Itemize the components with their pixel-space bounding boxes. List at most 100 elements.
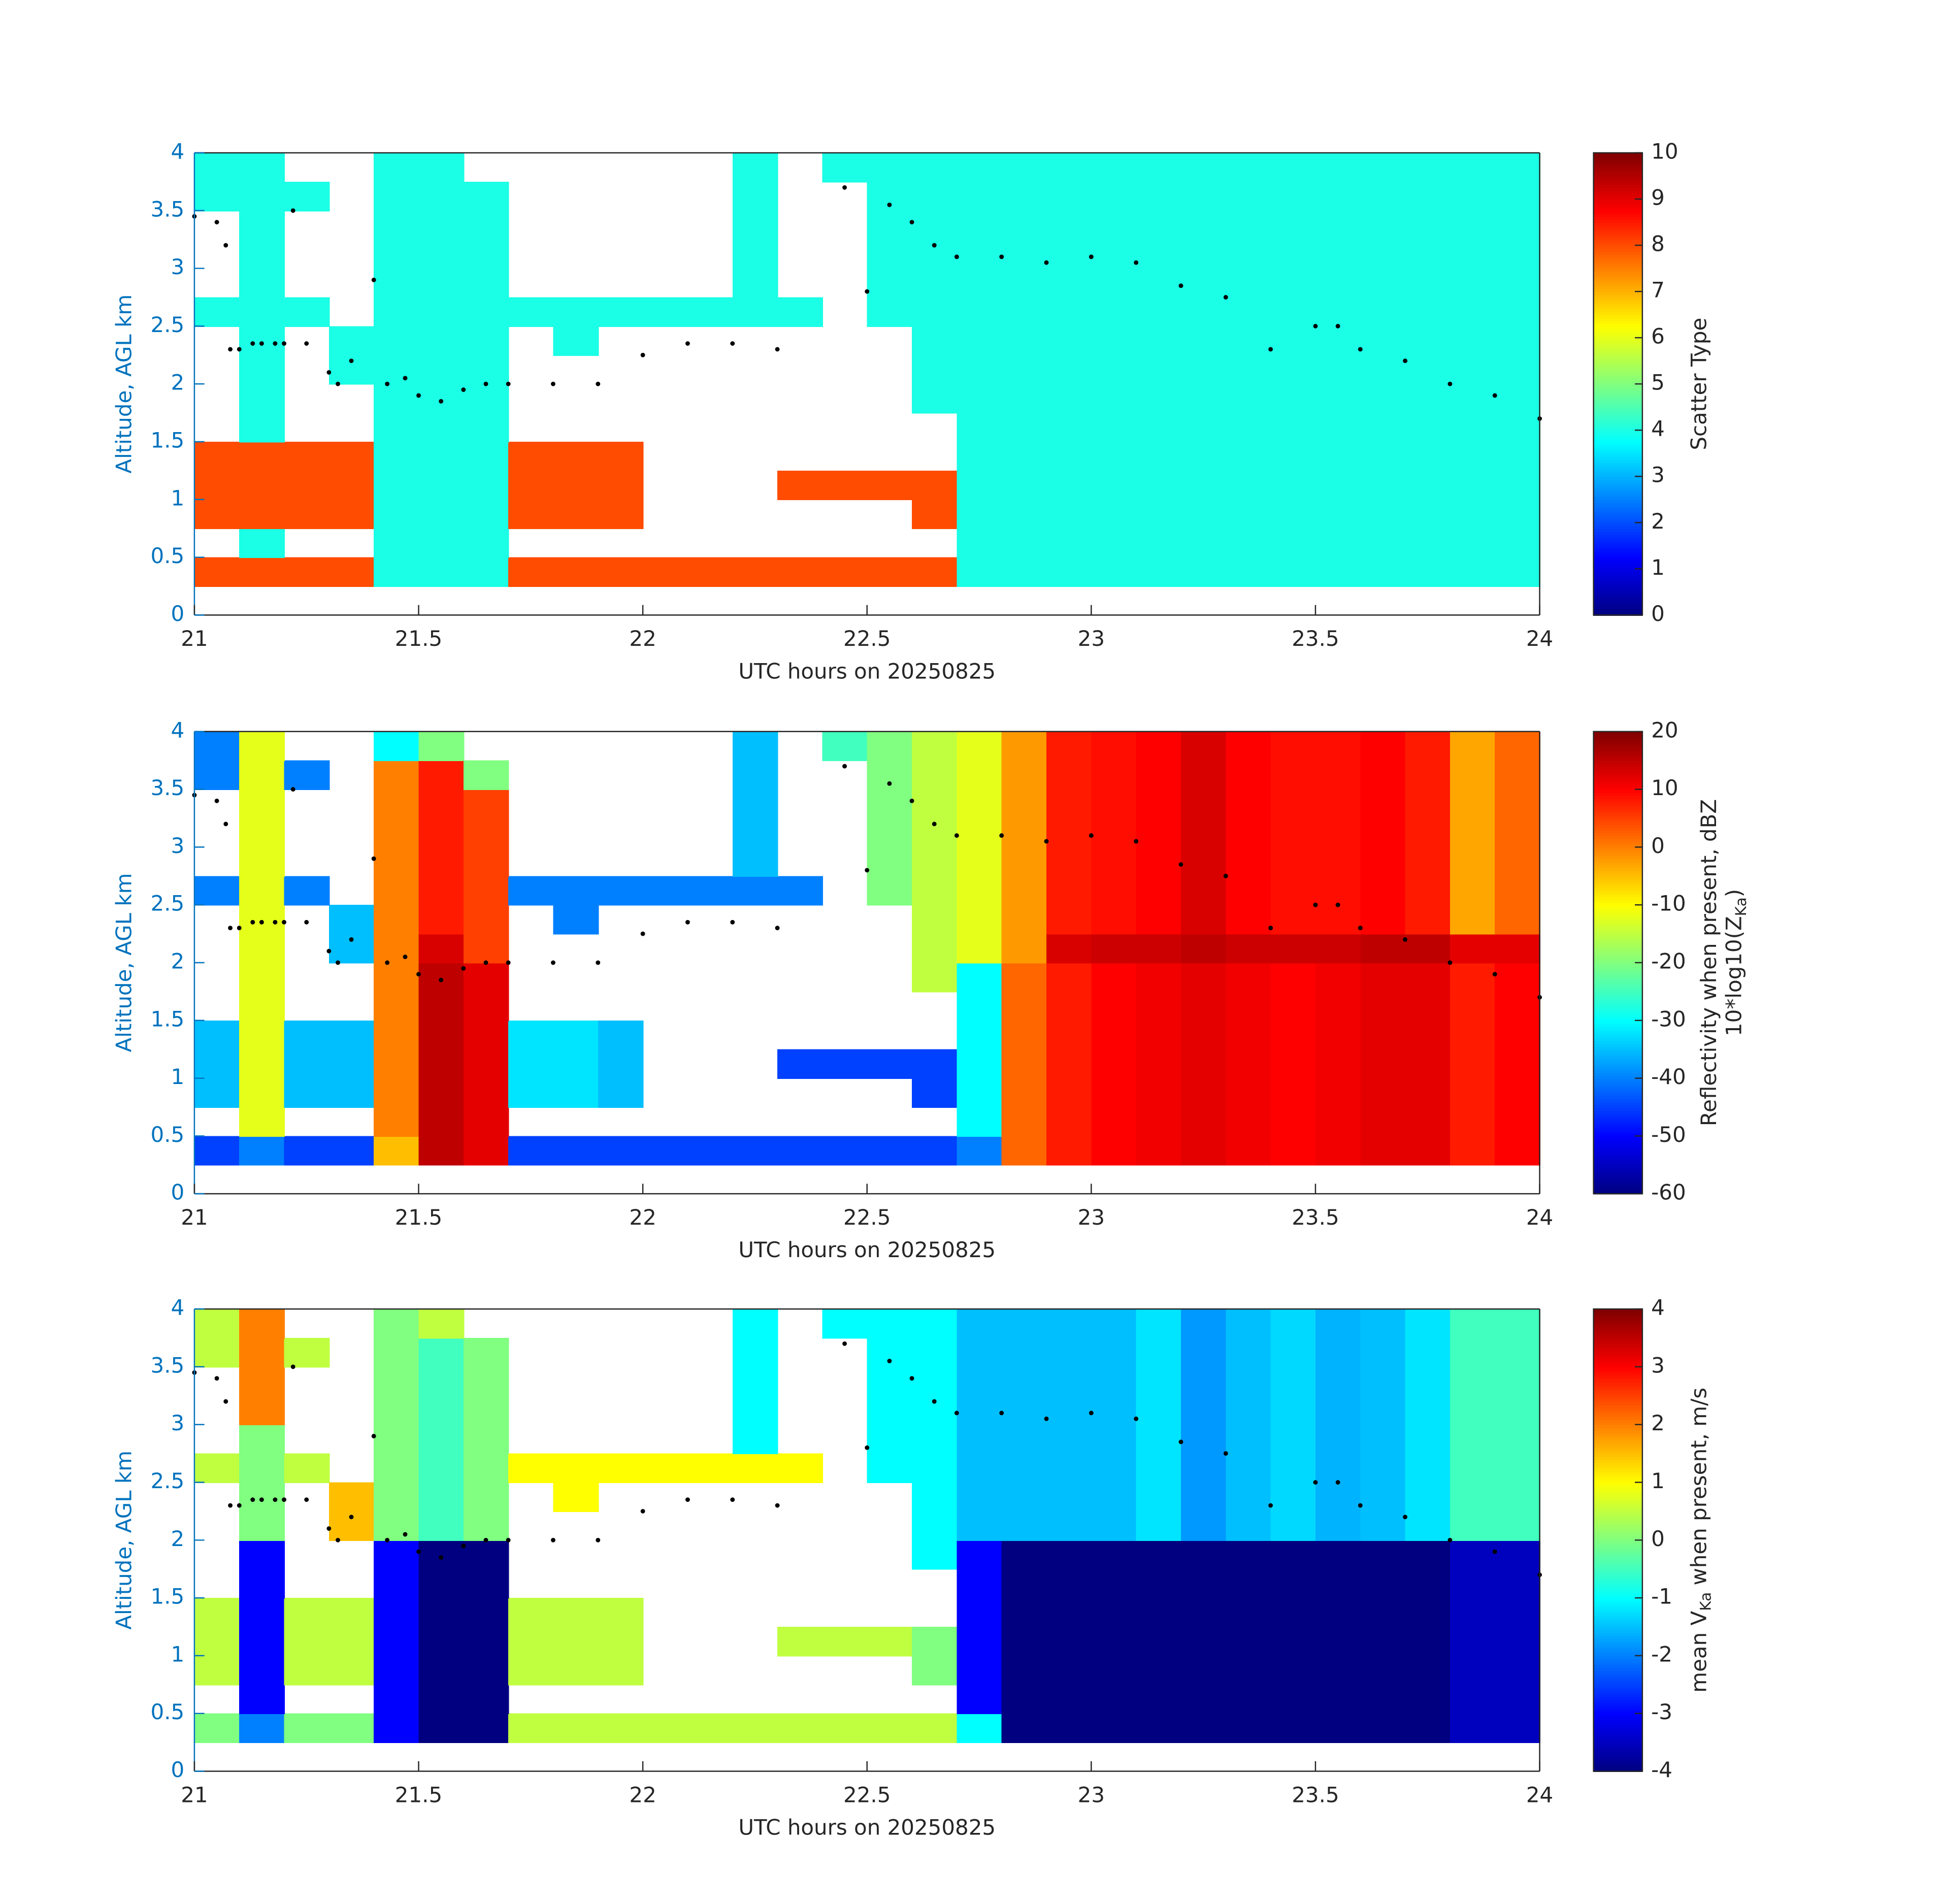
x-tick-label: 23.5 xyxy=(1292,1205,1339,1230)
colorbar-swatch xyxy=(1593,1462,1642,1466)
heatmap-cell xyxy=(1226,326,1272,356)
heatmap-cell xyxy=(1405,384,1451,414)
colorbar-swatch xyxy=(1593,1064,1642,1068)
heatmap-cell xyxy=(1360,268,1406,298)
colorbar-swatch xyxy=(1593,1566,1642,1570)
colorbar-swatch xyxy=(1593,910,1642,914)
colorbar-swatch xyxy=(1593,989,1642,993)
heatmap-cell xyxy=(1226,1395,1272,1426)
heatmap-cell xyxy=(463,181,509,212)
heatmap-cell xyxy=(1046,1020,1092,1051)
colorbar-swatch xyxy=(1593,265,1642,270)
colorbar-swatch xyxy=(1593,161,1642,166)
heatmap-cell xyxy=(1450,413,1496,443)
heatmap-cell xyxy=(553,1482,599,1512)
heatmap-cell xyxy=(418,268,465,298)
heatmap-cell xyxy=(1495,1338,1541,1368)
colorbar-swatch xyxy=(1593,384,1642,388)
heatmap-cell xyxy=(1315,470,1361,501)
colorbar-swatch xyxy=(1593,447,1642,451)
colorbar-swatch xyxy=(1593,311,1642,316)
colorbar-tick-label: 3 xyxy=(1651,463,1665,487)
heatmap-cell xyxy=(1046,1366,1092,1397)
y-tick-label: 1 xyxy=(171,485,184,510)
heatmap-cell xyxy=(1046,1511,1092,1541)
colorbar-swatch xyxy=(1593,291,1642,296)
heatmap-cell xyxy=(1450,1482,1496,1512)
heatmap-cell xyxy=(1405,1049,1451,1079)
heatmap-cell xyxy=(1315,1713,1361,1744)
colorbar-swatch xyxy=(1593,1520,1642,1524)
heatmap-cell xyxy=(1136,905,1182,935)
heatmap-cell xyxy=(194,1078,240,1108)
heatmap-cell xyxy=(328,1020,375,1051)
heatmap-cell xyxy=(1360,1107,1406,1137)
colorbar-swatch xyxy=(1593,335,1642,339)
heatmap-cell xyxy=(1136,1598,1182,1628)
colorbar-swatch xyxy=(1593,245,1642,249)
heatmap-cell xyxy=(553,1136,599,1166)
colorbar-swatch xyxy=(1593,1006,1642,1010)
colorbar-swatch xyxy=(1593,1765,1642,1769)
heatmap-cell xyxy=(1091,962,1137,993)
colorbar-swatch xyxy=(1593,838,1642,842)
colorbar-swatch xyxy=(1593,516,1642,521)
heatmap-cell xyxy=(912,1338,958,1368)
heatmap-cell xyxy=(374,1482,419,1512)
colorbar-swatch xyxy=(1593,476,1642,480)
y-tick-label: 3.5 xyxy=(150,196,184,221)
cloud-dot xyxy=(483,960,488,965)
heatmap-cell xyxy=(463,384,509,414)
heatmap-cell xyxy=(239,1136,285,1166)
heatmap-cell xyxy=(732,1366,778,1397)
colorbar-label: mean VKa when present, m/s xyxy=(1686,1388,1714,1693)
cloud-dot xyxy=(954,254,959,259)
heatmap-cell xyxy=(1046,152,1092,183)
heatmap-cell xyxy=(194,1713,240,1744)
colorbar-swatch xyxy=(1593,173,1642,177)
heatmap-cell xyxy=(418,1713,465,1744)
heatmap-cell xyxy=(1136,441,1182,472)
heatmap-cell xyxy=(1315,239,1361,270)
heatmap-cell xyxy=(239,268,285,298)
heatmap-cell xyxy=(508,499,554,530)
heatmap-cell xyxy=(822,470,868,501)
heatmap-cell xyxy=(1180,210,1227,241)
colorbar-tick-label: 4 xyxy=(1651,1295,1665,1320)
heatmap-cell xyxy=(284,876,330,906)
heatmap-cell xyxy=(957,528,1003,559)
colorbar-swatch xyxy=(1593,859,1642,863)
colorbar-swatch xyxy=(1593,326,1642,330)
colorbar-swatch xyxy=(1593,1147,1642,1152)
heatmap-cell xyxy=(284,499,330,530)
heatmap-cell xyxy=(463,1626,509,1657)
heatmap-cell xyxy=(1495,1540,1541,1570)
colorbar-swatch xyxy=(1593,809,1642,813)
heatmap-cell xyxy=(1046,760,1092,791)
heatmap-cell xyxy=(1226,818,1272,848)
heatmap-cell xyxy=(239,1540,285,1570)
cloud-dot xyxy=(640,931,645,936)
heatmap-cell xyxy=(1360,1569,1406,1599)
heatmap-cell xyxy=(1360,1482,1406,1512)
heatmap-cell xyxy=(1405,789,1451,819)
heatmap-cell xyxy=(374,789,419,819)
heatmap-cell xyxy=(598,470,644,501)
colorbar-swatch xyxy=(1593,1311,1642,1316)
colorbar-swatch xyxy=(1593,1624,1642,1628)
colorbar-swatch xyxy=(1593,254,1642,258)
cloud-dot xyxy=(385,960,390,965)
colorbar-swatch xyxy=(1593,170,1642,174)
heatmap-cell xyxy=(957,384,1003,414)
heatmap-cell xyxy=(239,991,285,1022)
heatmap-cell xyxy=(1226,1366,1272,1397)
heatmap-cell xyxy=(1360,499,1406,530)
heatmap-cell xyxy=(1405,1511,1451,1541)
heatmap-cell xyxy=(1136,239,1182,270)
heatmap-cell xyxy=(1270,1309,1316,1339)
heatmap-cell xyxy=(1270,384,1316,414)
heatmap-cell xyxy=(1001,499,1047,530)
heatmap-cell xyxy=(1495,1713,1541,1744)
colorbar-swatch xyxy=(1593,329,1642,333)
heatmap-cell xyxy=(1091,847,1137,877)
